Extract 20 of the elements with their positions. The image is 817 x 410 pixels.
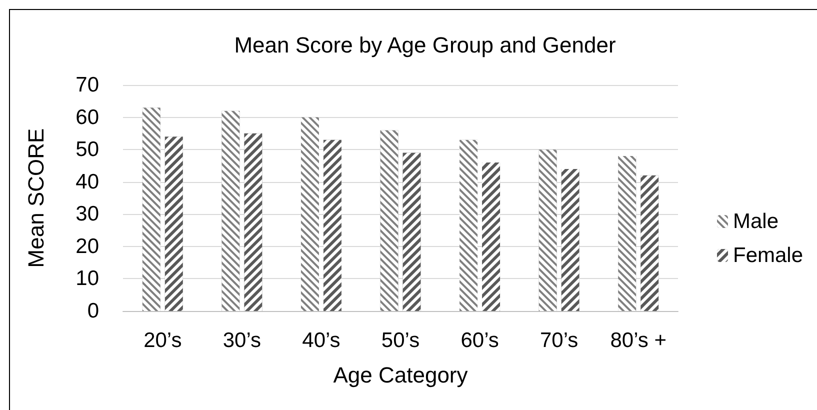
- y-tick-label: 70: [76, 74, 99, 96]
- chart-title: Mean Score by Age Group and Gender: [234, 32, 616, 58]
- x-tick-label: 70’s: [540, 329, 578, 352]
- x-tick-label: 20’s: [144, 329, 182, 352]
- x-tick-label: 40’s: [302, 329, 340, 352]
- y-tick-label: 10: [76, 267, 99, 290]
- x-tick-label: 60’s: [460, 329, 499, 352]
- y-tick-label: 60: [76, 106, 99, 129]
- x-tick-label: 50’s: [381, 329, 420, 352]
- legend-label: Female: [733, 244, 804, 267]
- y-tick-label: 40: [76, 170, 99, 194]
- y-tick-label: 50: [76, 138, 99, 162]
- x-tick-label: 30’s: [222, 329, 262, 352]
- x-axis-title: Age Category: [333, 362, 468, 388]
- x-tick-label: 80’s +: [610, 329, 666, 352]
- y-tick-label: 30: [76, 202, 99, 226]
- y-tick-label: 20: [76, 234, 99, 258]
- y-axis-title: Mean SCORE: [24, 128, 48, 268]
- legend-label: Male: [733, 210, 779, 233]
- y-tick-label: 0: [87, 300, 99, 322]
